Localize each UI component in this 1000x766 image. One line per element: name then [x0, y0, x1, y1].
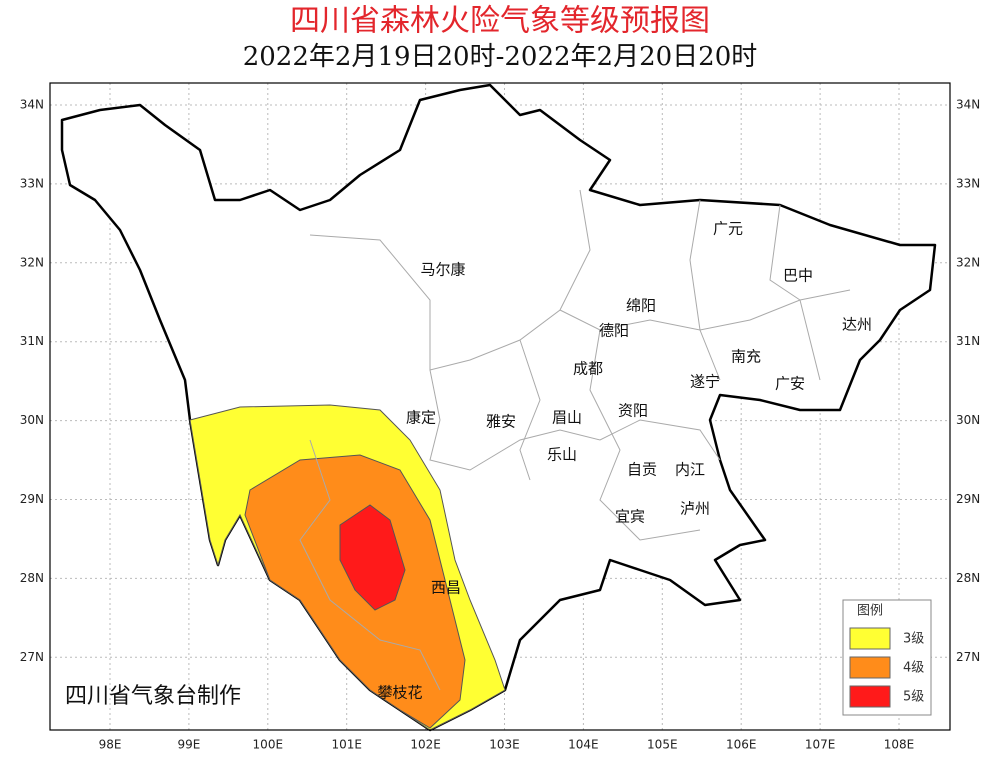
legend-label: 4级: [903, 661, 924, 676]
coordinate-labels: 34N 34N 33N 33N 32N 32N 31N 31N 30N 30N 29N 29N 28N 2…: [20, 98, 981, 752]
lon-label: 104E: [568, 738, 599, 752]
city-label: 宜宾: [615, 508, 645, 526]
city-label: 资阳: [618, 402, 648, 420]
lat-label-left: 33N: [20, 176, 44, 190]
lat-label-left: 31N: [20, 334, 44, 348]
lat-label-left: 27N: [20, 650, 44, 664]
lat-label-right: 33N: [956, 176, 980, 190]
city-label: 南充: [731, 348, 761, 366]
lat-label-left: 29N: [20, 492, 44, 506]
legend-label: 5级: [903, 690, 924, 705]
boundary: [689, 199, 721, 381]
city-label: 成都: [573, 360, 603, 378]
boundary: [429, 369, 721, 471]
lat-label-left: 32N: [20, 255, 44, 269]
legend-swatch: [849, 627, 891, 650]
city-label: 马尔康: [420, 261, 465, 279]
legend-title: 图例: [857, 604, 883, 619]
lon-label: 101E: [331, 738, 362, 752]
lon-label: 105E: [647, 738, 678, 752]
subtitle: 2022年2月19日20时-2022年2月20日20时: [243, 42, 758, 72]
lat-label-right: 31N: [956, 334, 980, 348]
lon-label: 98E: [99, 738, 122, 752]
city-label: 攀枝花: [377, 684, 422, 702]
lat-label-right: 32N: [956, 255, 980, 269]
city-label: 广安: [775, 375, 805, 393]
city-label: 西昌: [431, 579, 461, 597]
lon-label: 108E: [884, 738, 915, 752]
lon-label: 103E: [489, 738, 520, 752]
lon-label: 99E: [177, 738, 200, 752]
city-label: 遂宁: [690, 373, 720, 391]
level-5-zone: [339, 504, 406, 611]
city-label: 绵阳: [626, 297, 656, 315]
city-label: 德阳: [599, 322, 629, 340]
lon-label: 100E: [253, 738, 284, 752]
lon-label: 107E: [805, 738, 836, 752]
legend-label: 3级: [903, 632, 924, 647]
legend-swatch: [849, 685, 891, 708]
city-label: 康定: [406, 409, 436, 427]
city-label: 乐山: [547, 446, 577, 464]
city-label: 达州: [842, 316, 872, 334]
lat-label-right: 28N: [956, 571, 980, 585]
lat-label-left: 28N: [20, 571, 44, 585]
boundary: [519, 339, 541, 481]
lat-label-right: 30N: [956, 413, 980, 427]
boundary: [589, 329, 701, 541]
map-frame: [49, 82, 951, 731]
boundary: [769, 204, 821, 381]
title: 四川省森林火险气象等级预报图: [290, 4, 710, 39]
city-label: 眉山: [552, 409, 582, 427]
lat-label-right: 34N: [956, 98, 980, 112]
credit: 四川省气象台制作: [65, 684, 241, 709]
city-label: 内江: [675, 461, 705, 479]
lat-label-right: 27N: [956, 650, 980, 664]
city-label: 雅安: [486, 413, 516, 431]
city-label: 自贡: [627, 461, 657, 479]
city-label: 巴中: [783, 267, 813, 285]
level-4-zone: [244, 454, 466, 729]
legend-swatch: [849, 656, 891, 679]
lon-label: 102E: [410, 738, 441, 752]
boundary: [299, 439, 441, 691]
lat-label-left: 30N: [20, 413, 44, 427]
lon-label: 106E: [726, 738, 757, 752]
city-label: 广元: [713, 220, 743, 238]
boundary: [309, 189, 591, 371]
county-boundaries: [299, 189, 851, 691]
city-label: 泸州: [680, 500, 710, 518]
lat-label-left: 34N: [20, 98, 44, 112]
legend-items: 3级 4级 5级: [849, 627, 924, 708]
lat-label-right: 29N: [956, 492, 980, 506]
